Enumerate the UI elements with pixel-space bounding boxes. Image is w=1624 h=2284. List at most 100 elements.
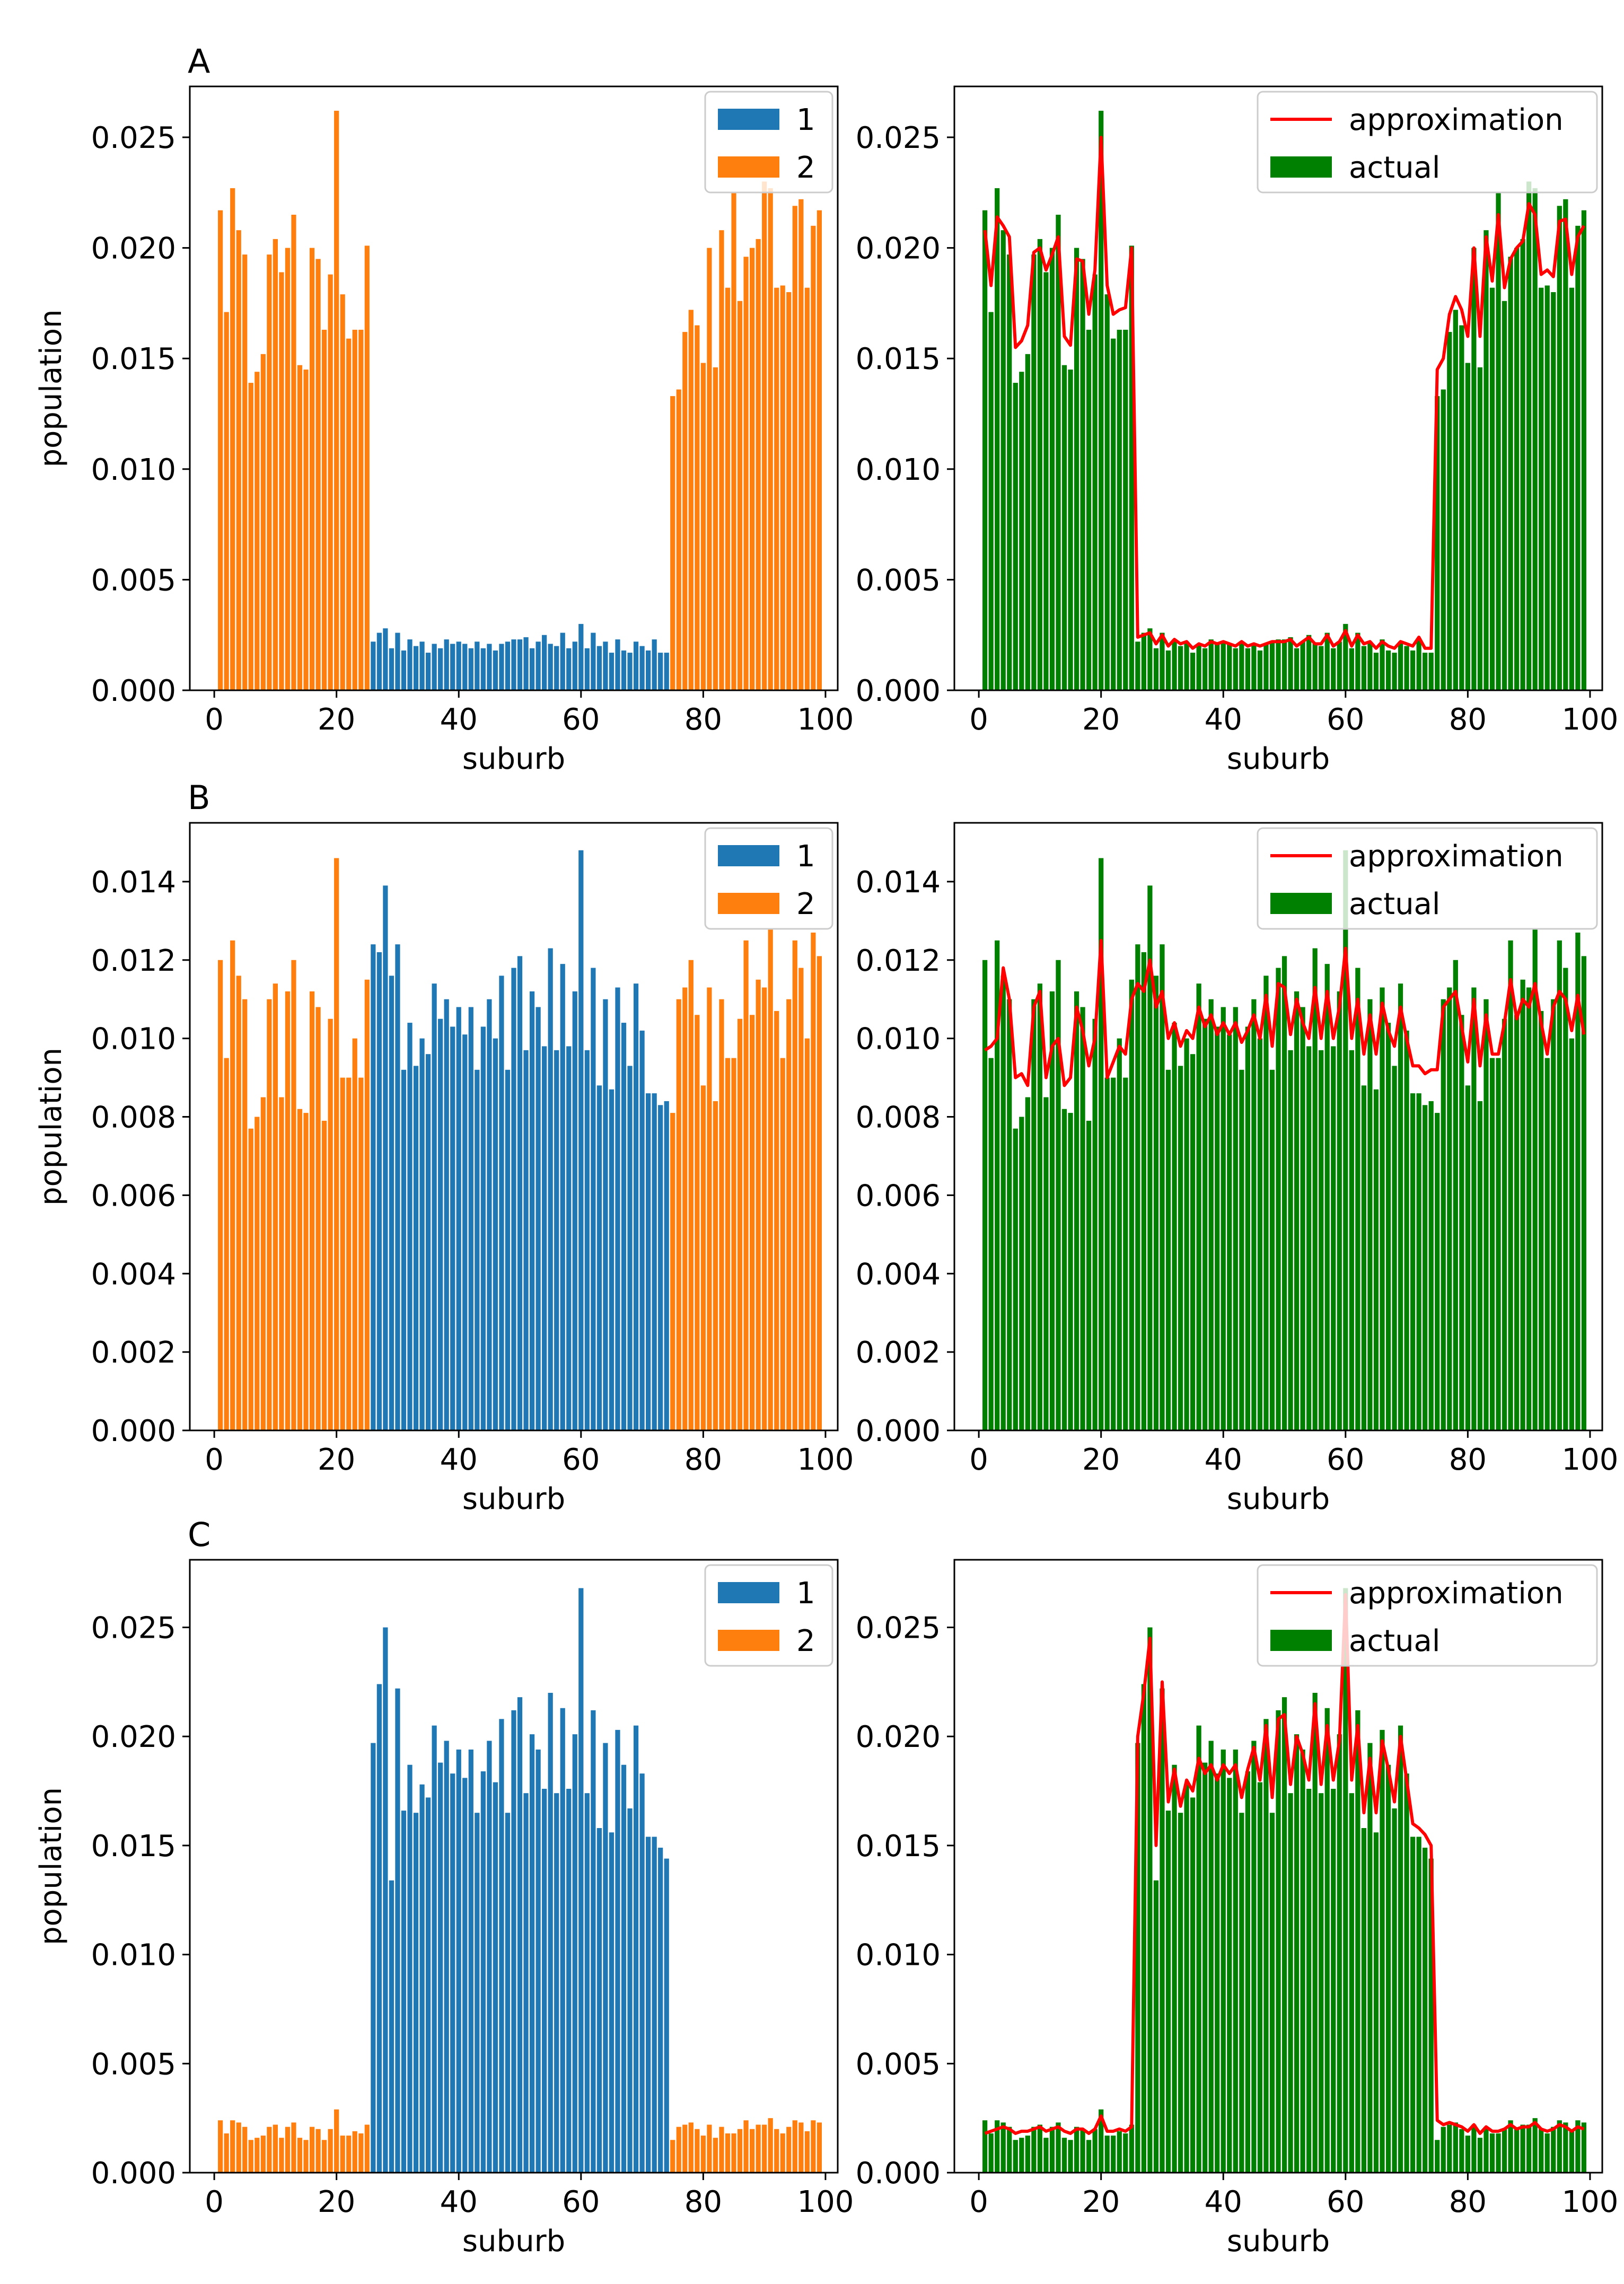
bar — [242, 2127, 248, 2173]
bar — [1239, 1813, 1244, 2173]
bar — [1263, 644, 1269, 690]
x-tick-label: 100 — [1561, 702, 1618, 737]
bar — [774, 1011, 779, 1430]
bar — [389, 648, 394, 690]
bar — [1049, 248, 1055, 690]
y-tick-label: 0.020 — [856, 1720, 941, 1754]
bar — [462, 644, 468, 690]
bar — [1423, 1105, 1428, 1430]
bar — [487, 644, 492, 690]
bar — [1380, 639, 1385, 690]
bar — [1423, 653, 1428, 690]
bar — [1526, 987, 1532, 1430]
bar — [1184, 642, 1189, 690]
panel-1-right: 0 20 40 60 80 100 0.000 0.005 0.010 0.015 0.020 0.0… — [856, 85, 1618, 776]
bar — [566, 648, 572, 690]
bar — [267, 999, 272, 1430]
bar — [1086, 2140, 1092, 2173]
bar — [1477, 367, 1483, 690]
bar — [1539, 1011, 1544, 1430]
bar — [1080, 1007, 1085, 1430]
bar — [1551, 2127, 1556, 2173]
legend: approximation actual — [1257, 91, 1598, 194]
bar — [260, 2136, 266, 2173]
bar — [1300, 642, 1305, 690]
bar — [591, 1710, 596, 2173]
x-tick-label: 80 — [684, 702, 722, 737]
bar — [1385, 1764, 1391, 2173]
bar — [1385, 650, 1391, 690]
legend: 12 — [704, 1564, 833, 1667]
bar — [1104, 294, 1110, 690]
bar — [536, 642, 541, 690]
legend-label: approximation — [1349, 839, 1564, 874]
bar — [1178, 646, 1183, 690]
bar — [1392, 653, 1397, 690]
bar — [1416, 639, 1421, 690]
bar — [627, 1808, 633, 2173]
bar — [719, 2127, 724, 2173]
y-tick-label: 0.008 — [91, 1101, 176, 1135]
bar — [1025, 2136, 1030, 2173]
bar — [1496, 192, 1501, 690]
x-tick-label: 40 — [440, 702, 478, 737]
bar — [995, 940, 1000, 1430]
bar — [700, 1085, 706, 1430]
bar — [762, 181, 767, 690]
bar — [1184, 1038, 1189, 1430]
bar — [260, 1097, 266, 1430]
bar — [731, 1058, 736, 1430]
bar — [1147, 885, 1153, 1430]
bar — [1056, 960, 1061, 1430]
bar — [236, 230, 241, 690]
bar — [273, 983, 278, 1430]
bar — [389, 1880, 394, 2173]
bar — [389, 976, 394, 1430]
bar — [542, 1788, 547, 2173]
bar — [695, 2129, 700, 2173]
bar — [1459, 1015, 1464, 1430]
bar — [273, 2124, 278, 2173]
y-tick-label: 0.010 — [856, 1938, 941, 1973]
bar — [578, 623, 584, 690]
y-tick-label: 0.025 — [856, 121, 941, 155]
bar — [401, 1811, 407, 2173]
bar — [267, 2127, 272, 2173]
axes-frame — [189, 85, 839, 691]
bar — [224, 312, 229, 690]
bar — [1557, 2120, 1562, 2173]
bar — [756, 239, 761, 690]
bar — [1123, 1077, 1128, 1430]
bar — [254, 372, 260, 690]
y-tick-label: 0.002 — [91, 1336, 176, 1370]
bar — [725, 1058, 731, 1430]
bar — [688, 2122, 694, 2173]
bar — [1092, 274, 1098, 690]
approximation-line — [984, 938, 1586, 1087]
y-tick-label: 0.005 — [91, 2047, 176, 2081]
bar — [664, 1858, 669, 2173]
x-tick-label: 20 — [1082, 1443, 1120, 1477]
bar — [682, 987, 688, 1430]
x-tick-label: 60 — [1327, 1443, 1364, 1477]
bar — [1563, 2122, 1568, 2173]
x-tick-label: 100 — [1561, 2185, 1618, 2219]
bar — [1141, 633, 1146, 690]
bar — [1099, 2109, 1104, 2173]
bar — [1153, 976, 1159, 1430]
bar — [1239, 642, 1244, 690]
legend-label: 1 — [796, 1576, 815, 1611]
bar — [1441, 2127, 1446, 2173]
bar — [780, 285, 785, 690]
y-tick-label: 0.000 — [856, 1414, 941, 1448]
bar — [804, 2131, 810, 2173]
bar — [646, 650, 651, 690]
bar — [554, 1793, 559, 2173]
bar — [1337, 1734, 1342, 2173]
bar — [1410, 1837, 1416, 2173]
bar — [1099, 858, 1104, 1430]
bar — [1111, 1077, 1116, 1430]
bar — [768, 188, 773, 690]
bar — [1056, 214, 1061, 690]
bar — [749, 1015, 755, 1430]
